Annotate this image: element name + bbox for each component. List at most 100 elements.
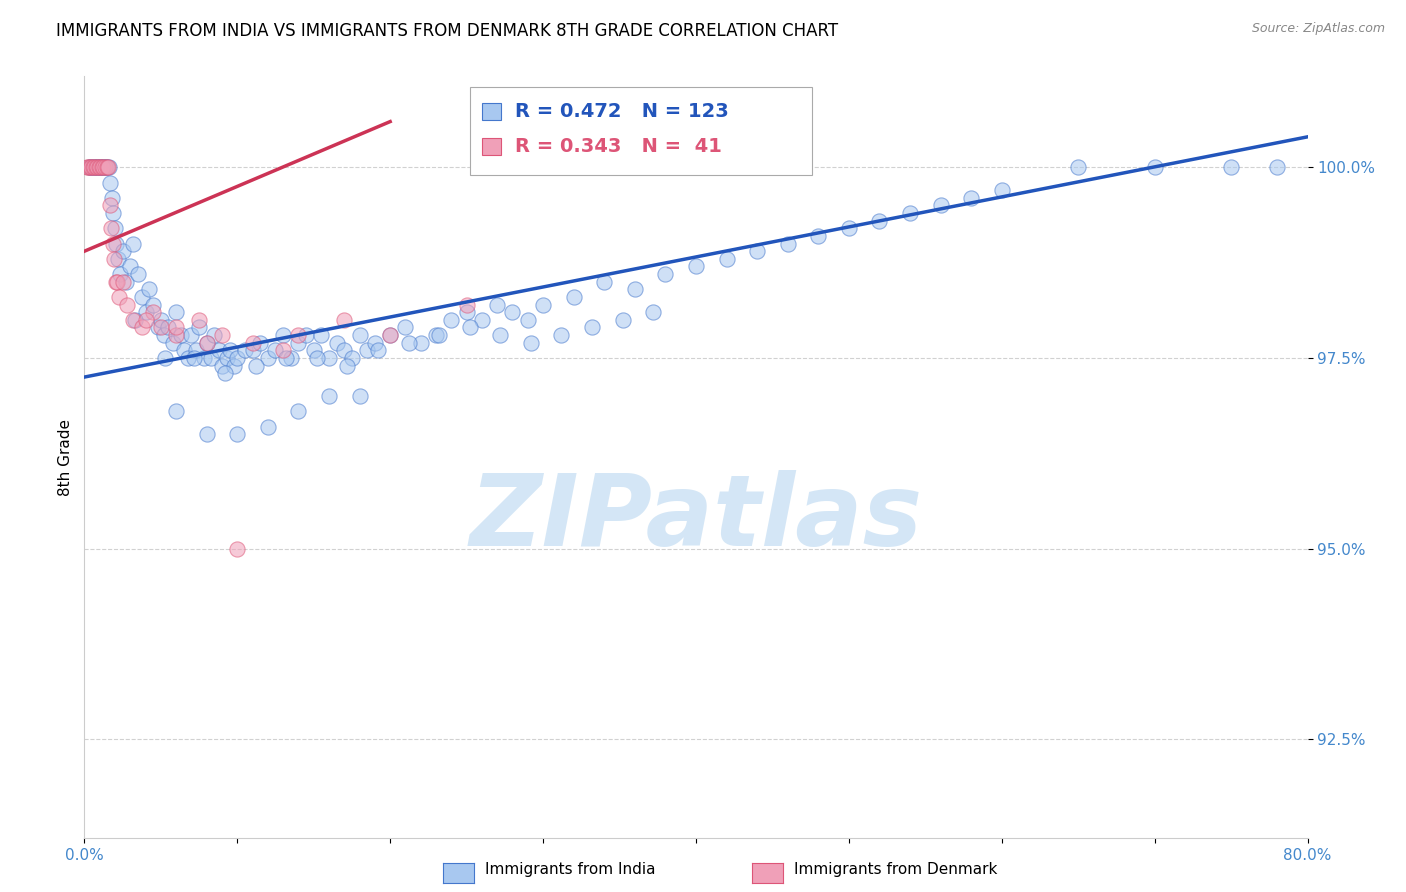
Point xyxy=(135,305,157,319)
Point xyxy=(188,320,211,334)
Point xyxy=(157,320,180,334)
Point xyxy=(960,191,983,205)
Point xyxy=(195,335,218,350)
Point xyxy=(173,343,195,358)
Point xyxy=(898,206,921,220)
Point xyxy=(214,366,236,380)
Point xyxy=(456,298,478,312)
Point xyxy=(195,335,218,350)
Point xyxy=(305,351,328,365)
Point xyxy=(531,298,554,312)
Point xyxy=(100,221,122,235)
Point xyxy=(122,313,145,327)
Point xyxy=(489,328,512,343)
Point xyxy=(165,305,187,319)
Point xyxy=(138,282,160,296)
Point xyxy=(716,252,738,266)
Point xyxy=(458,320,481,334)
Point xyxy=(149,313,172,327)
Point xyxy=(153,328,176,343)
Point xyxy=(127,267,149,281)
Point xyxy=(98,176,121,190)
Point xyxy=(155,351,177,365)
Point xyxy=(94,161,117,175)
Point xyxy=(624,282,647,296)
Point xyxy=(80,161,103,175)
Text: R = 0.472   N = 123: R = 0.472 N = 123 xyxy=(516,103,730,121)
Point xyxy=(520,335,543,350)
Point xyxy=(120,260,142,274)
Point xyxy=(86,161,108,175)
Point xyxy=(249,335,271,350)
Point xyxy=(318,389,340,403)
Point xyxy=(745,244,768,259)
Point xyxy=(165,328,187,343)
Point xyxy=(103,206,125,220)
Point xyxy=(302,343,325,358)
Point xyxy=(79,161,101,175)
Point xyxy=(183,351,205,365)
Point xyxy=(193,351,215,365)
Point xyxy=(131,320,153,334)
Point xyxy=(105,236,128,251)
Point xyxy=(398,335,420,350)
Point xyxy=(124,313,146,327)
Point xyxy=(336,359,359,373)
Point xyxy=(208,343,231,358)
Point xyxy=(162,335,184,350)
Point xyxy=(257,419,280,434)
Point xyxy=(471,313,494,327)
Point xyxy=(501,305,523,319)
Point xyxy=(195,427,218,442)
Point xyxy=(135,313,157,327)
Point xyxy=(108,267,131,281)
Point xyxy=(226,427,249,442)
Point xyxy=(114,275,136,289)
Point xyxy=(211,328,233,343)
Point xyxy=(103,252,125,266)
Point xyxy=(90,161,112,175)
Point xyxy=(165,404,187,418)
Point xyxy=(1265,161,1288,175)
Point xyxy=(91,161,114,175)
Point xyxy=(380,328,402,343)
Point xyxy=(340,351,363,365)
Point xyxy=(94,161,117,175)
Point xyxy=(91,161,114,175)
Point xyxy=(1143,161,1166,175)
Text: IMMIGRANTS FROM INDIA VS IMMIGRANTS FROM DENMARK 8TH GRADE CORRELATION CHART: IMMIGRANTS FROM INDIA VS IMMIGRANTS FROM… xyxy=(56,22,838,40)
Point xyxy=(93,161,115,175)
Point xyxy=(115,298,138,312)
Point xyxy=(271,343,294,358)
Point xyxy=(612,313,634,327)
Point xyxy=(170,328,193,343)
Point xyxy=(394,320,416,334)
Point xyxy=(325,335,347,350)
Point xyxy=(562,290,585,304)
Point xyxy=(776,236,799,251)
Point xyxy=(107,252,129,266)
Point xyxy=(367,343,389,358)
Y-axis label: 8th Grade: 8th Grade xyxy=(58,418,73,496)
Point xyxy=(287,328,309,343)
Point xyxy=(89,161,111,175)
Point xyxy=(180,328,202,343)
Point xyxy=(276,351,298,365)
Point xyxy=(257,351,280,365)
Point xyxy=(122,236,145,251)
Point xyxy=(77,161,100,175)
Point xyxy=(869,213,891,227)
Point xyxy=(287,335,309,350)
Point xyxy=(188,313,211,327)
Point xyxy=(1220,161,1243,175)
Point xyxy=(226,541,249,556)
Point xyxy=(242,335,264,350)
Point xyxy=(76,161,98,175)
Point xyxy=(98,198,121,212)
Point xyxy=(111,244,134,259)
Point xyxy=(86,161,108,175)
Point xyxy=(409,335,432,350)
Point xyxy=(643,305,665,319)
Point xyxy=(142,298,165,312)
Point xyxy=(295,328,318,343)
